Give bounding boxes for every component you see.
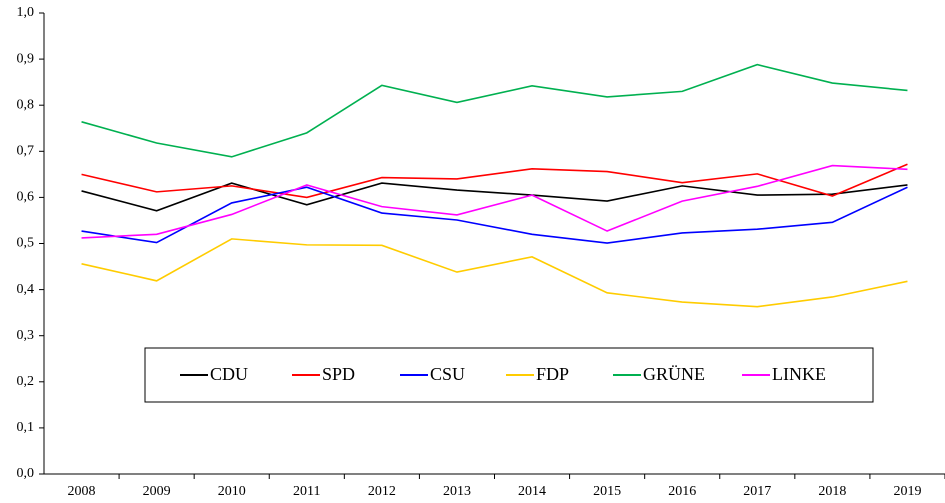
x-tick-label: 2011 xyxy=(293,484,320,499)
y-tick-label: 0,6 xyxy=(17,190,35,205)
legend: CDU SPD CSU FDP GRÜNE LINKE xyxy=(180,364,826,384)
y-tick-label: 0,5 xyxy=(17,236,35,251)
y-tick-label: 0,8 xyxy=(17,97,35,112)
x-tick-label: 2018 xyxy=(818,484,846,499)
legend-label: LINKE xyxy=(772,364,826,384)
x-tick-label: 2008 xyxy=(68,484,96,499)
legend-label: FDP xyxy=(536,364,569,384)
x-tick-label: 2013 xyxy=(443,484,471,499)
x-tick-label: 2015 xyxy=(593,484,621,499)
y-tick-label: 0,4 xyxy=(17,282,35,297)
series-line xyxy=(81,238,908,308)
y-tick-label: 0,1 xyxy=(17,420,35,435)
y-tick-label: 0,9 xyxy=(17,51,35,66)
series-line xyxy=(81,182,908,212)
y-tick-label: 0,2 xyxy=(17,374,35,389)
legend-label: CDU xyxy=(210,364,248,384)
x-tick-label: 2014 xyxy=(518,484,546,499)
series-line xyxy=(81,63,908,158)
y-tick-label: 0,3 xyxy=(17,328,35,343)
x-tick-label: 2016 xyxy=(668,484,696,499)
series-line xyxy=(81,164,908,239)
legend-label: SPD xyxy=(322,364,355,384)
legend-label: CSU xyxy=(430,364,465,384)
series-line xyxy=(81,186,908,244)
x-tick-label: 2017 xyxy=(743,484,771,499)
x-tick-label: 2012 xyxy=(368,484,396,499)
series-line xyxy=(81,163,908,199)
y-tick-label: 0,7 xyxy=(17,144,35,159)
legend-label: GRÜNE xyxy=(643,364,705,384)
y-tick-label: 0,0 xyxy=(17,466,35,481)
x-tick-label: 2010 xyxy=(218,484,246,499)
x-tick-label: 2009 xyxy=(143,484,171,499)
y-tick-label: 1,0 xyxy=(17,5,35,20)
x-tick-label: 2019 xyxy=(893,484,921,499)
